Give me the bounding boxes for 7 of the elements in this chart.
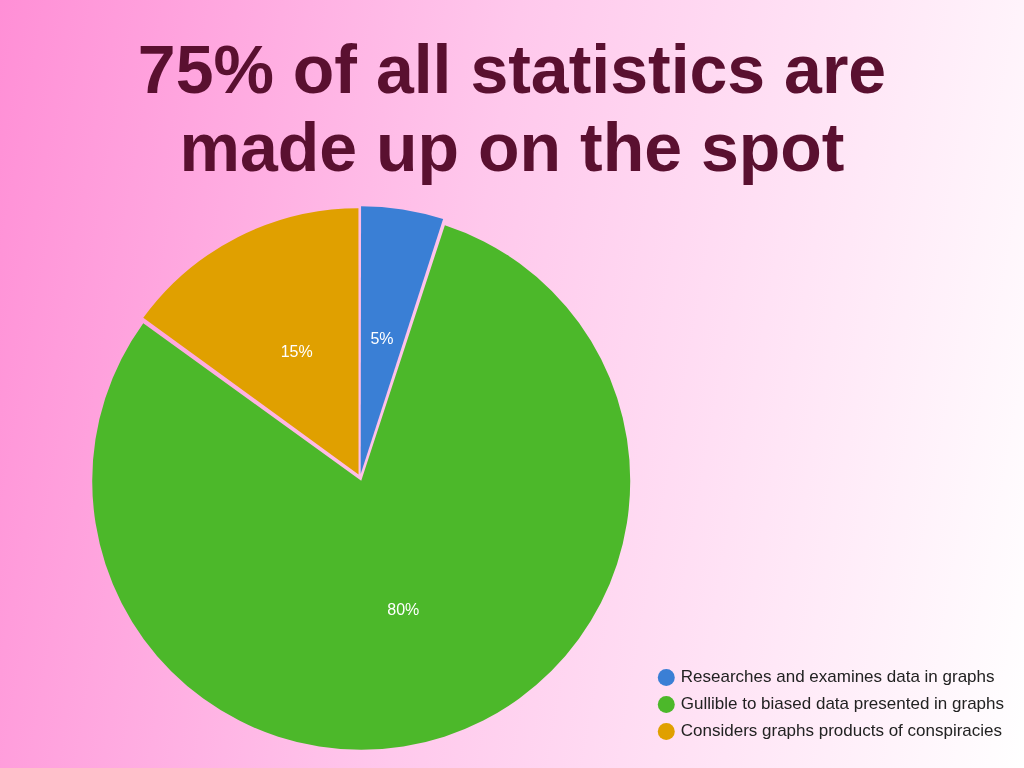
- legend-label: Gullible to biased data presented in graphs: [680, 694, 1004, 714]
- chart-title: 75% of all statistics are made up on the spot: [136, 30, 888, 186]
- data-label: 15%: [280, 343, 313, 361]
- legend-label: Researches and examines data in graphs: [680, 667, 995, 687]
- legend-label: Considers graphs products of conspiracies: [680, 721, 1003, 741]
- data-label: 80%: [387, 600, 420, 618]
- data-label: 5%: [370, 329, 394, 347]
